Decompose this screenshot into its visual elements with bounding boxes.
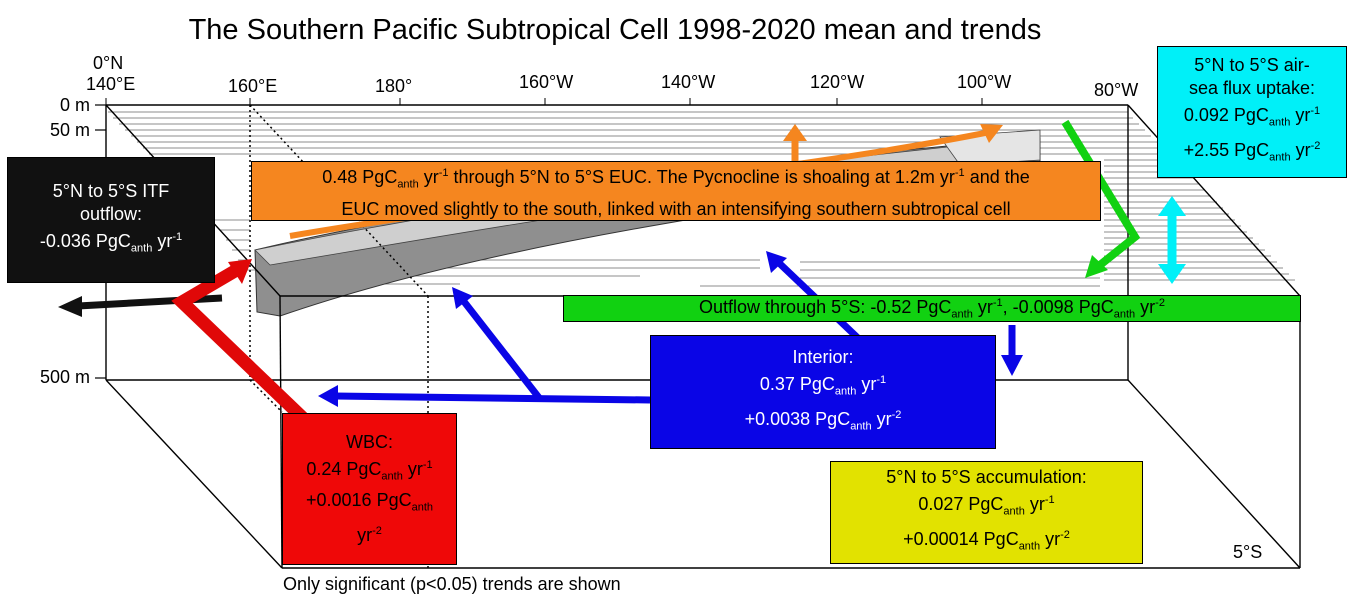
- itf-outflow-box: 5°N to 5°S ITF outflow: -0.036 PgCanth y…: [7, 157, 215, 283]
- longitude-label: 140°E: [86, 74, 136, 94]
- airsea-mean-value: 0.092 PgCanth yr-1: [1183, 105, 1321, 129]
- airsea-flux-box: 5°N to 5°S air- sea flux uptake: 0.092 P…: [1157, 46, 1347, 178]
- latitude-label-5S: 5°S: [1233, 542, 1263, 562]
- accumulation-box: 5°N to 5°S accumulation: 0.027 PgCanth y…: [830, 461, 1143, 564]
- latitude-label-0N: 0°N: [93, 53, 124, 73]
- wbc-arrow: [171, 259, 310, 425]
- accumulation-trend-value: +0.00014 PgCanth yr-2: [903, 529, 1070, 553]
- thermocline-layer-lines: [108, 111, 1295, 287]
- outflow-5s-bar: Outflow through 5°S: -0.52 PgCanth yr-1,…: [563, 295, 1301, 322]
- euc-line1: 0.48 PgCanth yr-1 through 5°N to 5°S EUC…: [322, 167, 1030, 191]
- wbc-trend-value: +0.0016 PgCanth: [305, 490, 434, 514]
- longitude-label: 180°: [375, 76, 413, 96]
- interior-box: Interior: 0.37 PgCanth yr-1 +0.0038 PgCa…: [650, 335, 996, 449]
- diagram-title: The Southern Pacific Subtropical Cell 19…: [188, 14, 1042, 46]
- itf-title-line1: 5°N to 5°S ITF: [52, 180, 170, 201]
- wbc-box: WBC: 0.24 PgCanth yr-1 +0.0016 PgCanth y…: [282, 413, 457, 565]
- itf-mean-value: -0.036 PgCanth yr-1: [39, 230, 183, 255]
- wbc-trend-unit: yr-2: [357, 524, 382, 545]
- longitude-label: 100°W: [957, 72, 1012, 92]
- airsea-flux-arrow: [1158, 196, 1186, 284]
- wbc-mean-value: 0.24 PgCanth yr-1: [306, 459, 433, 483]
- longitude-ticks: [105, 98, 983, 105]
- longitude-label: 160°E: [228, 76, 278, 96]
- footnote: Only significant (p<0.05) trends are sho…: [283, 574, 621, 594]
- airsea-title-line1: 5°N to 5°S air-: [1194, 55, 1310, 76]
- depth-label-50m: 50 m: [49, 120, 90, 140]
- outflow-green-arrow: [1061, 119, 1141, 278]
- airsea-trend-value: +2.55 PgCanth yr-2: [1183, 140, 1321, 164]
- accumulation-title: 5°N to 5°S accumulation:: [886, 467, 1087, 488]
- euc-box: 0.48 PgCanth yr-1 through 5°N to 5°S EUC…: [251, 161, 1101, 221]
- itf-title-line2: outflow:: [79, 203, 143, 224]
- depth-label-500m: 500 m: [39, 367, 90, 387]
- interior-arrows: [318, 251, 1023, 407]
- interior-mean-value: 0.37 PgCanth yr-1: [759, 373, 887, 398]
- airsea-title-line2: sea flux uptake:: [1188, 78, 1316, 99]
- euc-line2: EUC moved slightly to the south, linked …: [341, 198, 1011, 219]
- wbc-title: WBC:: [346, 432, 393, 453]
- longitude-label: 140°W: [661, 72, 716, 92]
- accumulation-mean-value: 0.027 PgCanth yr-1: [918, 494, 1055, 518]
- outflow-text: Outflow through 5°S: -0.52 PgCanth yr-1,…: [699, 296, 1165, 321]
- longitude-label: 160°W: [519, 72, 574, 92]
- depth-label-0m: 0 m: [59, 95, 90, 115]
- longitude-label: 80°W: [1094, 80, 1139, 100]
- interior-title: Interior:: [792, 346, 854, 367]
- depth-ticks: [95, 104, 106, 379]
- longitude-label: 120°W: [810, 72, 865, 92]
- interior-trend-value: +0.0038 PgCanth yr-2: [744, 408, 902, 433]
